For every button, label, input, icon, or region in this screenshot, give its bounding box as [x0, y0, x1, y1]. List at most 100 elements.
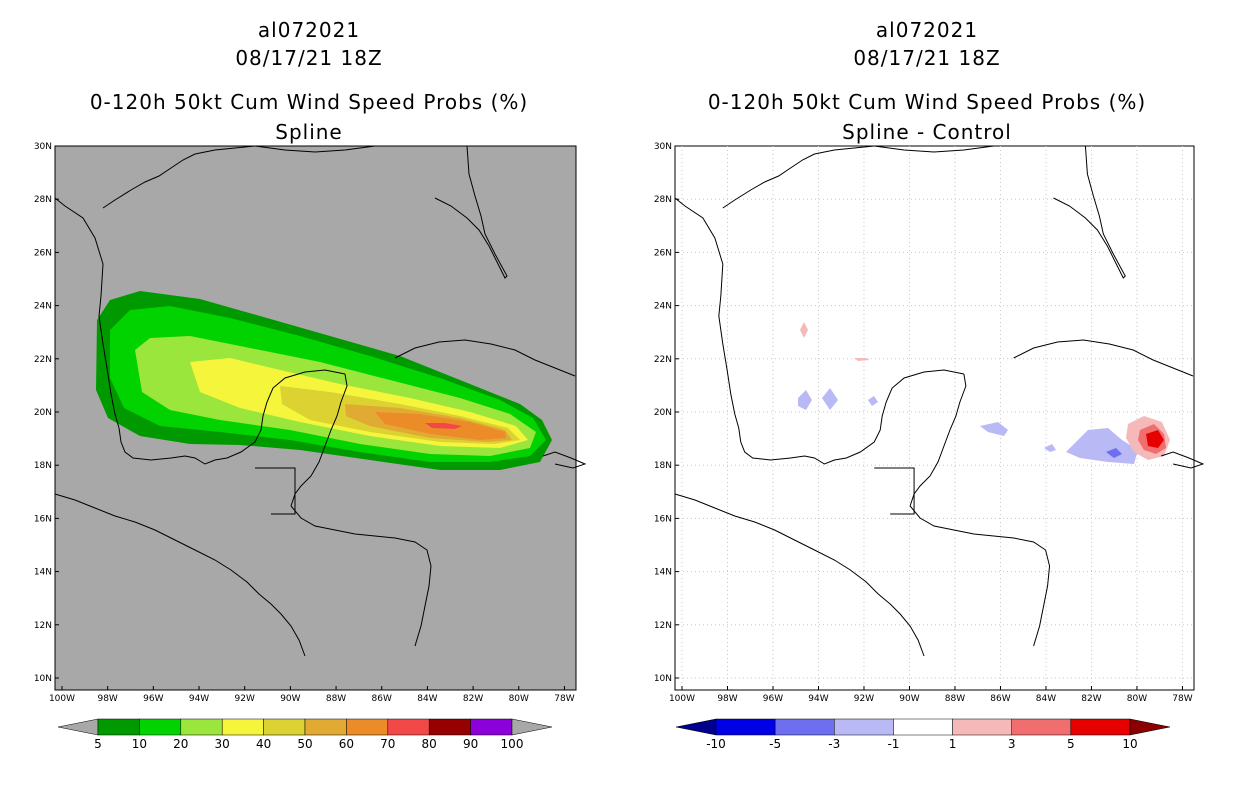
colorbar-label: 90 [463, 737, 478, 751]
colorbar-box [139, 718, 182, 736]
lat-label: 30N [34, 142, 52, 152]
diff-pos-10 [1146, 430, 1164, 448]
lon-label: 88W [326, 694, 346, 704]
lat-label: 20N [34, 408, 52, 418]
right-coastlines [674, 145, 1205, 657]
right-title-storm: al072021 [875, 18, 979, 42]
lon-label: 92W [854, 694, 874, 704]
left-coastlines [54, 145, 587, 657]
diff-neg-1 [798, 390, 812, 410]
lon-label: 90W [899, 694, 919, 704]
coastline-segment [102, 145, 256, 209]
colorbar-box [834, 718, 894, 736]
coastline-segment [54, 197, 120, 429]
right-colorbar: -10 -5 -3 -1 1 3 5 10 [675, 718, 1171, 751]
left-panel: al072021 08/17/21 18Z 0-120h 50kt Cum Wi… [34, 18, 587, 751]
coastline-segment [909, 373, 967, 507]
colorbar-label: -5 [769, 737, 781, 751]
lat-label: 20N [654, 408, 672, 418]
diff-pos-small-1 [800, 322, 808, 338]
lat-label: 12N [654, 621, 672, 631]
colorbar-box [180, 718, 223, 736]
lat-label: 18N [34, 461, 52, 471]
lon-label: 86W [372, 694, 392, 704]
lon-label: 84W [417, 694, 437, 704]
coastline-segment [290, 373, 348, 507]
lon-label: 80W [1127, 694, 1147, 704]
colorbar-label: 100 [501, 737, 524, 751]
colorbar-box [97, 718, 140, 736]
coastline-segment [674, 493, 925, 657]
coastline-segment [738, 369, 964, 465]
left-title-storm: al072021 [257, 18, 361, 42]
diff-neg-7 [1106, 448, 1122, 458]
colorbar-box [263, 718, 306, 736]
colorbar-box [304, 718, 347, 736]
lat-label: 22N [654, 355, 672, 365]
diff-neg-5 [1044, 444, 1056, 452]
lat-label: 10N [34, 674, 52, 684]
colorbar-label: 10 [1122, 737, 1137, 751]
lat-label: 12N [34, 621, 52, 631]
colorbar-label: -1 [887, 737, 899, 751]
lon-label: 94W [189, 694, 209, 704]
colorbar-box [952, 718, 1012, 736]
coastline-segment [1053, 145, 1126, 279]
right-title-date: 08/17/21 18Z [853, 46, 1001, 70]
left-title-date: 08/17/21 18Z [235, 46, 383, 70]
colorbar-box [346, 718, 389, 736]
diff-neg-4 [980, 422, 1008, 436]
lat-label: 24N [34, 302, 52, 312]
left-lat-ticks: 30N 28N 26N 24N 22N 20N 18N 16N 14N 12N 10N [34, 142, 59, 684]
colorbar-label: 1 [949, 737, 957, 751]
lat-label: 28N [654, 195, 672, 205]
diff-neg-2 [822, 388, 838, 410]
coastline-segment [1013, 339, 1194, 377]
coastline-segment [254, 145, 376, 153]
right-gridlines [675, 146, 1194, 690]
colorbar-box [1011, 718, 1072, 736]
coastline-segment [434, 145, 508, 279]
colorbar-label: 40 [256, 737, 271, 751]
lon-label: 88W [945, 694, 965, 704]
lat-label: 18N [654, 461, 672, 471]
colorbar-label: -10 [706, 737, 726, 751]
colorbar-label: 70 [380, 737, 395, 751]
colorbar-label: 20 [173, 737, 188, 751]
left-lon-ticks: 100W 98W 96W 94W 92W 90W 88W 86W 84W 82W 80W 78W [49, 686, 575, 704]
colorbar-left-arrow [57, 718, 99, 736]
coastline-segment [54, 493, 306, 657]
lon-label: 100W [669, 694, 695, 704]
lat-label: 30N [654, 142, 672, 152]
right-lon-ticks: 100W 98W 96W 94W 92W 90W 88W 86W 84W 82W 80W 78W [669, 686, 1193, 704]
coastline-segment [722, 145, 875, 209]
colorbar-box [774, 718, 835, 736]
lon-label: 96W [143, 694, 163, 704]
colorbar-box [715, 718, 776, 736]
coastline-segment [542, 451, 587, 469]
lon-label: 78W [1172, 694, 1192, 704]
lon-label: 98W [97, 694, 117, 704]
coastline-segment [394, 339, 576, 377]
colorbar-label: 3 [1008, 737, 1016, 751]
left-title-product: 0-120h 50kt Cum Wind Speed Probs (%) [89, 90, 529, 114]
colorbar-box [893, 718, 953, 736]
left-colorbar: 5 10 20 30 40 50 60 70 80 90 100 [57, 718, 553, 751]
lon-label: 82W [1081, 694, 1101, 704]
lon-label: 94W [808, 694, 828, 704]
diff-pos-small-2 [854, 358, 870, 361]
right-map: 30N 28N 26N 24N 22N 20N 18N 16N 14N 12N 10N 100W 98… [654, 142, 1205, 751]
lon-label: 82W [463, 694, 483, 704]
lon-label: 96W [763, 694, 783, 704]
left-title-method: Spline [275, 120, 343, 144]
colorbar-box [387, 718, 430, 736]
lon-label: 78W [554, 694, 574, 704]
colorbar-label: 50 [297, 737, 312, 751]
lat-label: 14N [34, 568, 52, 578]
colorbar-box [221, 718, 264, 736]
left-map: 30N 28N 26N 24N 22N 20N 18N 16N 14N 12N 10N 100W 98… [34, 142, 587, 751]
coastline-segment [674, 197, 740, 429]
lat-label: 26N [654, 248, 672, 258]
colorbar-box [1070, 718, 1131, 736]
colorbar-right-arrow [511, 718, 553, 736]
